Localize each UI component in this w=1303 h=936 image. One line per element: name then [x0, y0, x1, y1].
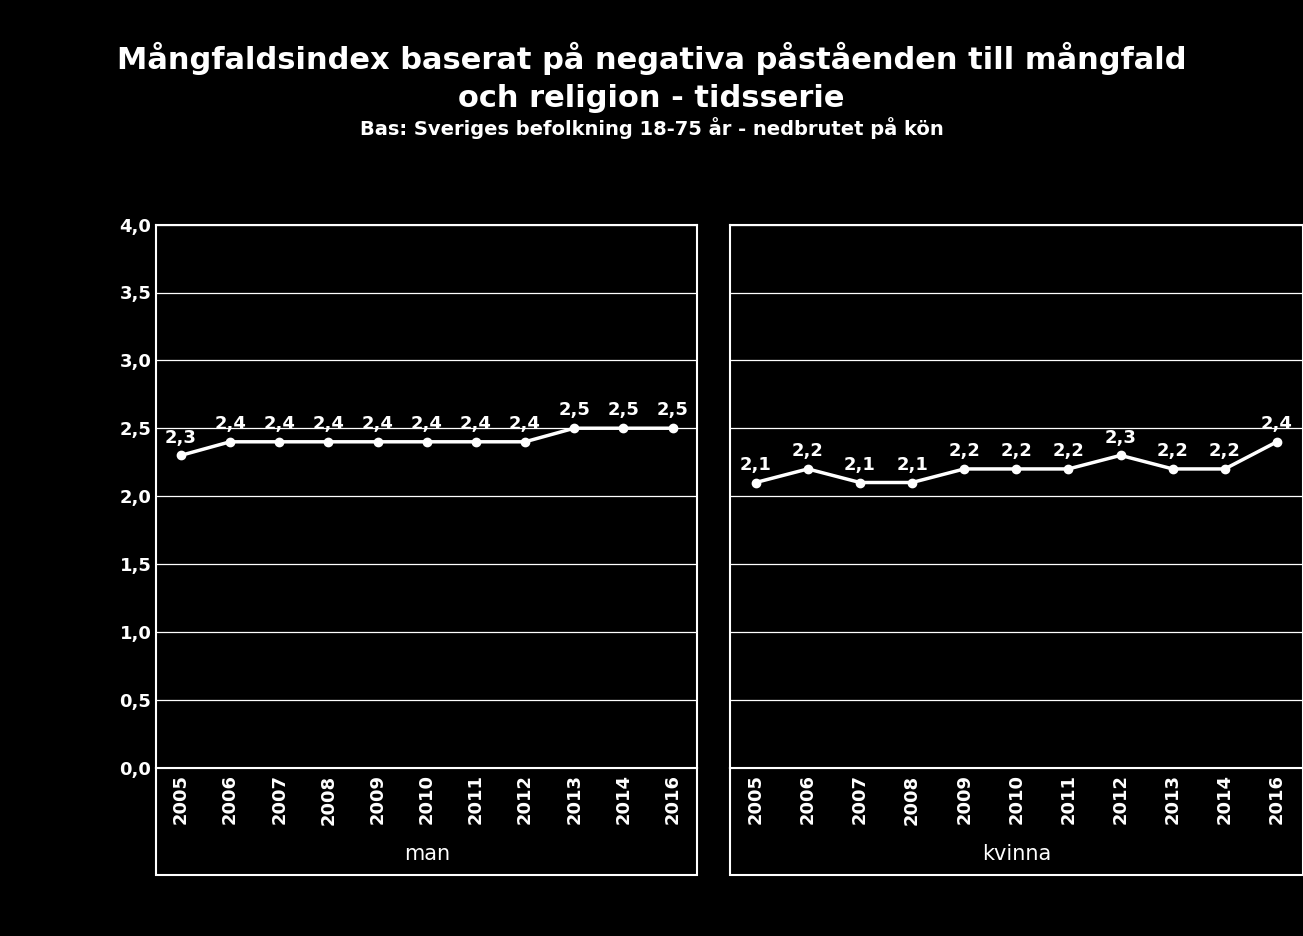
Text: 2,4: 2,4: [214, 415, 246, 433]
Text: 2,4: 2,4: [509, 415, 541, 433]
Text: 2,3: 2,3: [165, 429, 197, 446]
Text: 2,5: 2,5: [657, 402, 688, 419]
Text: och religion - tidsserie: och religion - tidsserie: [459, 84, 844, 113]
Text: kvinna: kvinna: [981, 844, 1052, 864]
Text: 2,2: 2,2: [1001, 442, 1032, 461]
Text: 2,1: 2,1: [844, 456, 876, 474]
Text: 2,1: 2,1: [896, 456, 928, 474]
Text: 2,4: 2,4: [1261, 415, 1293, 433]
Text: 2,4: 2,4: [313, 415, 344, 433]
Text: 2,2: 2,2: [792, 442, 823, 461]
Text: 2,5: 2,5: [607, 402, 640, 419]
Text: 2,2: 2,2: [1157, 442, 1188, 461]
Text: 2,2: 2,2: [1209, 442, 1240, 461]
Text: man: man: [404, 844, 450, 864]
Text: Mångfaldsindex baserat på negativa påståenden till mångfald: Mångfaldsindex baserat på negativa påstå…: [117, 42, 1186, 75]
Text: 2,1: 2,1: [740, 456, 771, 474]
Text: 2,5: 2,5: [558, 402, 590, 419]
Text: 2,2: 2,2: [1053, 442, 1084, 461]
Text: Bas: Sveriges befolkning 18-75 år - nedbrutet på kön: Bas: Sveriges befolkning 18-75 år - nedb…: [360, 117, 943, 139]
Text: 2,4: 2,4: [263, 415, 296, 433]
Text: 2,4: 2,4: [460, 415, 491, 433]
Text: 2,4: 2,4: [362, 415, 394, 433]
Text: 2,3: 2,3: [1105, 429, 1136, 446]
Text: 2,4: 2,4: [410, 415, 443, 433]
Text: 2,2: 2,2: [949, 442, 980, 461]
